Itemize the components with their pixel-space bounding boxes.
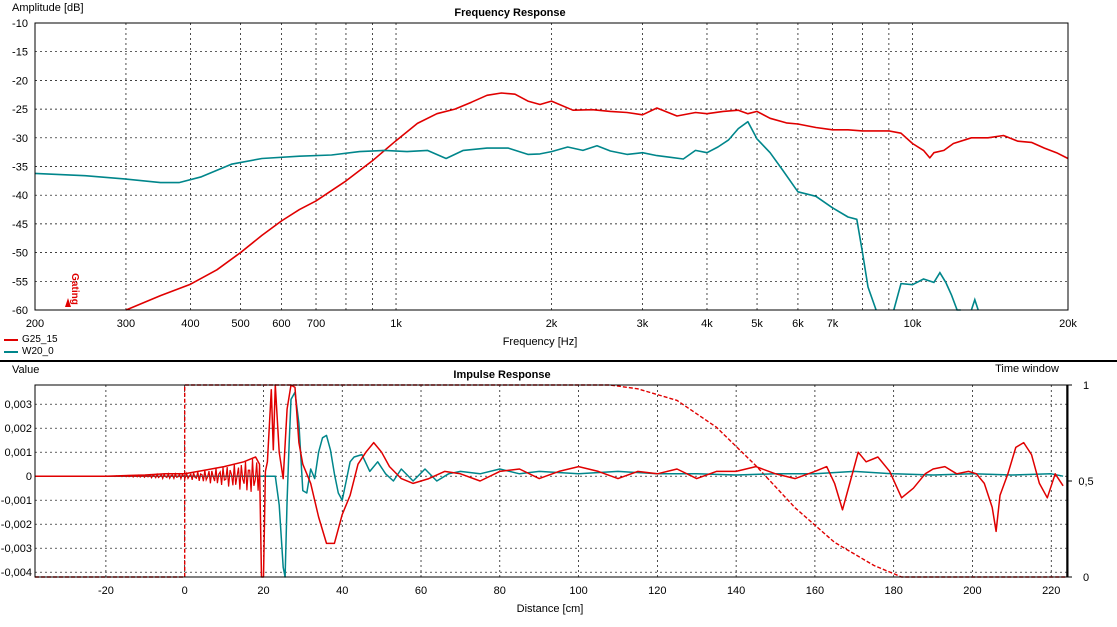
impulse-response-chart: Value Impulse Response Time window 0,003… xyxy=(1,363,1094,615)
legend-item-w20-0: W20_0 xyxy=(4,346,54,358)
legend-swatch-w20-0 xyxy=(4,351,18,353)
fr-x-tick-label: 4k xyxy=(701,318,713,330)
fr-x-tick-label: 20k xyxy=(1059,318,1077,330)
frequency-response-chart: Amplitude [dB] Frequency Response -10 -15… xyxy=(12,2,1077,348)
fr-x-tick-label: 500 xyxy=(231,318,249,330)
fr-ylabel: Amplitude [dB] xyxy=(12,2,84,14)
ir-y2label: Time window xyxy=(995,363,1059,375)
ir-y-tick-label: -0,002 xyxy=(1,519,32,531)
fr-y-tick-label: -55 xyxy=(12,276,28,288)
ir-pre-ringing-line xyxy=(35,458,261,492)
ir-x-tick-labels: -20 0 20 40 60 80 100 120 140 160 180 200 220 xyxy=(98,585,1060,597)
fr-plot-frame xyxy=(34,22,1069,311)
fr-series xyxy=(34,92,1069,311)
ir-x-tick-label: 60 xyxy=(415,585,427,597)
fr-xlabel: Frequency [Hz] xyxy=(503,336,578,348)
ir-time-window-line xyxy=(35,384,1067,578)
fr-series-line-segment xyxy=(970,297,979,311)
ir-y2-tick-label: 1 xyxy=(1083,380,1089,392)
ir-title: Impulse Response xyxy=(453,369,550,381)
fr-x-tick-label: 1k xyxy=(390,318,402,330)
fr-x-tick-label: 400 xyxy=(181,318,199,330)
fr-y-tick-label: -60 xyxy=(12,305,28,317)
ir-y-tick-label: -0,001 xyxy=(1,495,32,507)
ir-gridlines xyxy=(35,385,1067,577)
ir-x-tick-label: 180 xyxy=(885,585,903,597)
fr-y-tick-label: -40 xyxy=(12,190,28,202)
ir-y-tick-label: -0,003 xyxy=(1,543,32,555)
ir-series-line xyxy=(35,384,1064,578)
ir-x-tick-label: 220 xyxy=(1042,585,1060,597)
ir-x-tick-label: 40 xyxy=(336,585,348,597)
gating-label: Gating xyxy=(69,273,80,305)
ir-x-tick-label: 200 xyxy=(963,585,981,597)
ir-y-tick-label: 0 xyxy=(26,471,32,483)
ir-y2-tick-label: 0,5 xyxy=(1078,476,1093,488)
legend-label-g25-15: G25_15 xyxy=(22,334,58,345)
gating-arrow-icon xyxy=(65,298,71,307)
fr-x-tick-label: 3k xyxy=(637,318,649,330)
fr-series-line-segment xyxy=(893,271,961,311)
fr-x-tick-label: 600 xyxy=(272,318,290,330)
fr-series-line xyxy=(125,92,1069,311)
ir-y2-tick-labels: 10,50 xyxy=(1067,380,1094,584)
ir-xlabel: Distance [cm] xyxy=(517,603,584,615)
ir-y-tick-label: -0,004 xyxy=(1,567,32,579)
ir-x-tick-label: 140 xyxy=(727,585,745,597)
fr-y-tick-label: -35 xyxy=(12,162,28,174)
ir-y-tick-label: 0,002 xyxy=(4,423,32,435)
fr-y-tick-label: -10 xyxy=(12,18,28,30)
ir-y-tick-labels: 0,003 0,002 0,001 0 -0,001 -0,002 -0,003 -0,004 xyxy=(1,399,32,579)
fr-x-tick-label: 10k xyxy=(904,318,922,330)
ir-x-tick-label: -20 xyxy=(98,585,114,597)
ir-x-tick-label: 0 xyxy=(182,585,188,597)
legend-swatch-g25-15 xyxy=(4,339,18,341)
ir-series-line xyxy=(35,391,1064,578)
legend-item-g25-15: G25_15 xyxy=(4,334,58,346)
fr-y-tick-label: -45 xyxy=(12,219,28,231)
fr-x-tick-label: 7k xyxy=(827,318,839,330)
fr-y-tick-label: -25 xyxy=(12,104,28,116)
ir-series xyxy=(35,384,1067,578)
ir-ylabel: Value xyxy=(12,364,39,376)
ir-x-tick-label: 160 xyxy=(806,585,824,597)
fr-y-tick-labels: -10 -15 -20 -25 -30 -35 -40 -45 -50 -55 -60 xyxy=(12,18,28,317)
fr-title: Frequency Response xyxy=(454,7,565,19)
fr-series-line xyxy=(34,120,877,311)
ir-y-tick-label: 0,003 xyxy=(4,399,32,411)
fr-y-tick-label: -30 xyxy=(12,133,28,145)
fr-x-tick-label: 2k xyxy=(546,318,558,330)
ir-x-tick-label: 20 xyxy=(257,585,269,597)
chart-divider xyxy=(0,360,1117,362)
fr-x-tick-label: 6k xyxy=(792,318,804,330)
fr-x-tick-label: 200 xyxy=(26,318,44,330)
ir-plot-frame xyxy=(34,384,1069,578)
ir-x-tick-label: 120 xyxy=(648,585,666,597)
fr-x-tick-label: 300 xyxy=(117,318,135,330)
ir-y-tick-label: 0,001 xyxy=(4,447,32,459)
fr-y-tick-label: -15 xyxy=(12,47,28,59)
ir-x-tick-label: 80 xyxy=(494,585,506,597)
ir-x-tick-label: 100 xyxy=(569,585,587,597)
fr-y-tick-label: -20 xyxy=(12,75,28,87)
fr-x-tick-label: 5k xyxy=(751,318,763,330)
gating-marker: Gating xyxy=(65,273,80,307)
ir-y2-tick-label: 0 xyxy=(1083,572,1089,584)
fr-y-tick-label: -50 xyxy=(12,248,28,260)
legend-label-w20-0: W20_0 xyxy=(22,346,54,357)
fr-x-tick-labels: 200 300 400 500 600 700 1k 2k 3k 4k 5k 6k 7k 10k 20k xyxy=(26,318,1078,330)
fr-gridlines xyxy=(34,22,1069,311)
fr-x-tick-label: 700 xyxy=(307,318,325,330)
